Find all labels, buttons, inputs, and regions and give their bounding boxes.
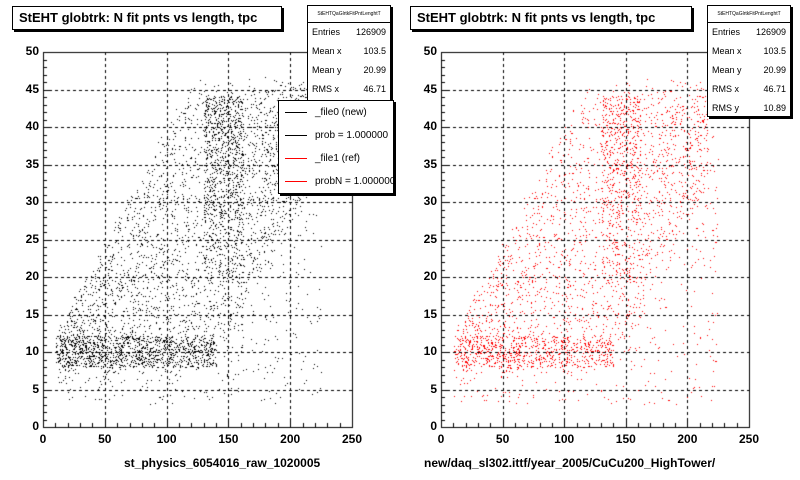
legend-entry-file1: _file1 (ref): [279, 147, 393, 170]
left-stats-row-rms-x: RMS x 46.71: [308, 80, 390, 99]
right-stats-label: RMS x: [712, 84, 739, 94]
left-legend: _file0 (new) prob = 1.000000 _file1 (ref…: [278, 100, 394, 194]
right-stats-row-entries: Entries 126909: [708, 23, 790, 42]
y-tick-label: 10: [423, 344, 437, 358]
right-stats-row-rms-x: RMS x 46.71: [708, 80, 790, 99]
x-tick-label: 50: [495, 432, 510, 446]
y-tick-label: 5: [430, 381, 437, 396]
x-tick-label: 200: [280, 432, 301, 446]
right-stats-box: StEHTQaGlrtkFitPntLenghtT Entries 126909 …: [707, 5, 791, 117]
y-tick-label: 25: [423, 231, 437, 246]
legend-label: prob = 1.000000: [315, 130, 389, 141]
left-stats-row-entries: Entries 126909: [308, 23, 390, 42]
right-plot-title: StEHT globtrk: N fit pnts vs length, tpc: [410, 6, 692, 30]
left-stats-label: Mean x: [312, 46, 342, 56]
right-stats-row-rms-y: RMS y 10.89: [708, 99, 790, 116]
y-tick-label: 0: [430, 419, 437, 433]
legend-swatch: [285, 135, 307, 136]
right-stats-row-mean-y: Mean y 20.99: [708, 61, 790, 80]
right-stats-value: 20.99: [763, 65, 786, 75]
right-stats-value: 103.5: [763, 46, 786, 56]
left-stats-name: StEHTQaGlrtkFitPntLenghtT: [308, 6, 390, 23]
y-tick-label: 50: [423, 44, 437, 58]
x-tick-label: 250: [341, 432, 363, 446]
y-tick-label: 50: [25, 44, 39, 58]
legend-label: probN = 1.000000: [315, 176, 394, 187]
y-tick-label: 35: [423, 156, 437, 171]
left-stats-row-mean-y: Mean y 20.99: [308, 61, 390, 80]
y-tick-label: 10: [25, 344, 39, 358]
legend-swatch: [285, 112, 307, 113]
x-tick-label: 50: [98, 432, 112, 446]
y-tick-label: 20: [423, 269, 437, 283]
right-stats-label: Mean x: [712, 46, 742, 56]
left-stats-value: 103.5: [363, 46, 386, 56]
right-stats-value: 126909: [755, 27, 786, 37]
left-plot-title: StEHT globtrk: N fit pnts vs length, tpc: [12, 6, 282, 30]
left-stats-box: StEHTQaGlrtkFitPntLenghtT Entries 126909 …: [307, 5, 391, 117]
x-tick-label: 0: [39, 432, 47, 446]
right-stats-row-mean-x: Mean x 103.5: [708, 42, 790, 61]
left-stats-row-mean-x: Mean x 103.5: [308, 42, 390, 61]
right-stats-name: StEHTQaGlrtkFitPntLenghtT: [708, 6, 790, 23]
x-tick-label: 100: [554, 432, 575, 446]
x-tick-label: 250: [738, 432, 760, 446]
legend-entry-probn: probN = 1.000000: [279, 170, 393, 193]
y-tick-label: 0: [32, 419, 39, 433]
y-tick-label: 45: [423, 81, 437, 96]
left-stats-value: 126909: [355, 27, 386, 37]
left-stats-value: 46.71: [363, 84, 386, 94]
legend-swatch: [285, 181, 307, 182]
y-tick-label: 30: [25, 194, 39, 208]
y-tick-label: 5: [32, 381, 39, 396]
x-tick-label: 0: [437, 432, 445, 446]
left-stats-label: RMS x: [312, 84, 339, 94]
y-tick-label: 25: [25, 231, 39, 246]
legend-label: _file1 (ref): [315, 153, 361, 164]
x-tick-label: 100: [156, 432, 177, 446]
left-stats-value: 20.99: [363, 65, 386, 75]
right-stats-label: Entries: [712, 27, 741, 37]
legend-entry-file0: _file0 (new): [279, 101, 393, 124]
y-tick-label: 15: [423, 306, 437, 321]
right-stats-value: 10.89: [763, 103, 786, 113]
legend-swatch: [285, 158, 307, 159]
right-stats-label: Mean y: [712, 65, 742, 75]
y-tick-label: 40: [25, 119, 39, 133]
left-x-axis-title: st_physics_6054016_raw_1020005: [124, 456, 321, 470]
right-stats-value: 46.71: [763, 84, 786, 94]
right-x-axis-title: new/daq_sl302.ittf/year_2005/CuCu200_Hig…: [424, 456, 716, 470]
legend-label: _file0 (new): [315, 107, 367, 118]
y-tick-label: 20: [25, 269, 39, 283]
x-tick-label: 150: [615, 432, 636, 446]
y-tick-label: 35: [25, 156, 39, 171]
y-tick-label: 15: [25, 306, 39, 321]
y-tick-label: 30: [423, 194, 437, 208]
left-stats-label: Mean y: [312, 65, 342, 75]
left-stats-label: Entries: [312, 27, 341, 37]
x-tick-label: 150: [218, 432, 239, 446]
right-stats-label: RMS y: [712, 103, 739, 113]
x-tick-label: 200: [677, 432, 698, 446]
legend-entry-prob: prob = 1.000000: [279, 124, 393, 147]
y-tick-label: 40: [423, 119, 437, 133]
y-tick-label: 45: [25, 81, 39, 96]
